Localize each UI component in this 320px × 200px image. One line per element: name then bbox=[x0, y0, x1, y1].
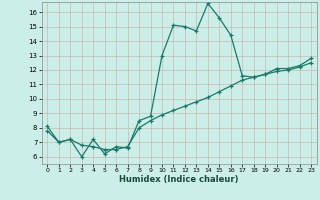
X-axis label: Humidex (Indice chaleur): Humidex (Indice chaleur) bbox=[119, 175, 239, 184]
